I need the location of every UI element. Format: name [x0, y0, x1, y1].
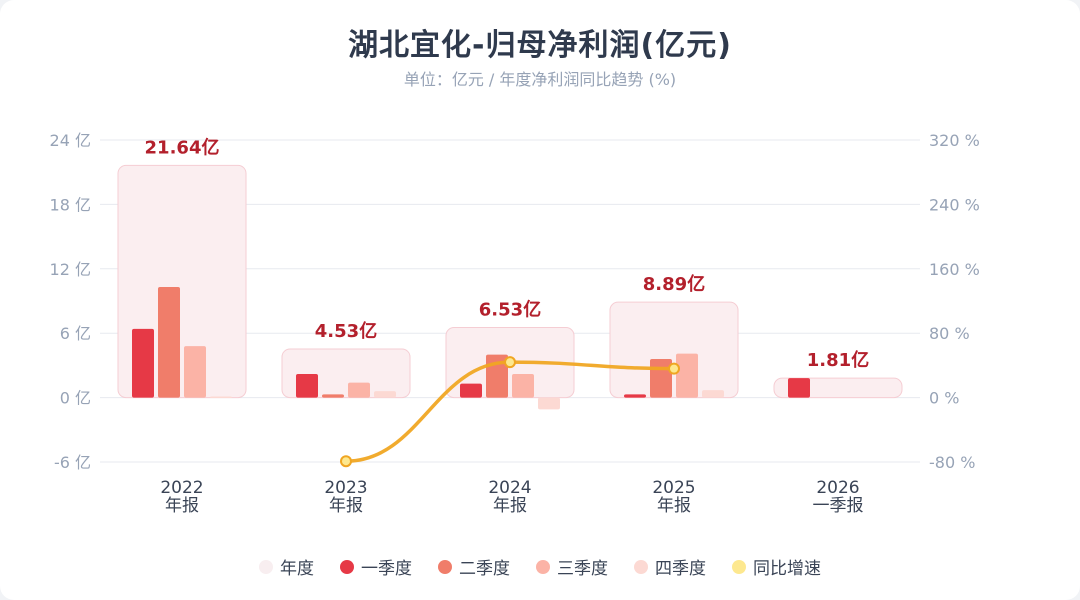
y-left-tick-label: 18 亿 [50, 195, 91, 214]
y-left-tick-label: 0 亿 [60, 389, 91, 408]
legend-label-q2: 二季度 [459, 559, 510, 579]
bar-q1 [460, 383, 482, 398]
legend-item-annual[interactable]: 年度 [259, 554, 314, 579]
x-tick-label: 2024 [488, 478, 531, 498]
x-tick-label: 2025 [652, 478, 695, 498]
x-tick-label: 2026 [816, 478, 859, 498]
legend-label-q1: 一季度 [361, 559, 412, 579]
legend-label-annual: 年度 [280, 559, 314, 579]
growth-line [344, 360, 676, 463]
y-left-tick-label: 6 亿 [60, 324, 91, 343]
chart-title: 湖北宜化-归母净利润(亿元) [348, 28, 732, 63]
legend-item-q4[interactable]: 四季度 [634, 554, 706, 579]
y-left-tick-label: -6 亿 [54, 453, 91, 472]
x-tick-sublabel: 年报 [657, 496, 691, 516]
chart-subtitle: 单位：亿元 / 年度净利润同比趋势 (%) [403, 70, 677, 89]
legend-label-q4: 四季度 [655, 559, 706, 579]
y-right-tick-label: 240 % [929, 195, 980, 214]
bar-q3 [184, 346, 206, 398]
legend-swatch-q1 [340, 559, 354, 574]
bar-q3 [512, 373, 534, 398]
annual-value-label: 8.89亿 [643, 273, 705, 295]
legend-swatch-q4 [634, 559, 648, 574]
x-tick-label: 2023 [324, 478, 367, 498]
y-right-tick-label: 320 % [929, 131, 980, 150]
bar-q4 [210, 396, 232, 399]
y-right-tick-label: 80 % [929, 324, 970, 343]
legend-item-growth[interactable]: 同比增速 [732, 554, 821, 579]
y-right-tick-label: -80 % [929, 453, 975, 472]
bar-q4 [702, 390, 724, 398]
bar-q4 [374, 391, 396, 398]
y-left-tick-label: 24 亿 [50, 131, 91, 150]
y-left-tick-label: 12 亿 [50, 260, 91, 279]
x-tick-sublabel: 年报 [165, 496, 199, 516]
legend-item-q1[interactable]: 一季度 [340, 554, 412, 579]
legend-item-q3[interactable]: 三季度 [536, 554, 608, 579]
annual-value-label: 6.53亿 [479, 299, 541, 321]
bar-q3 [676, 353, 698, 398]
annual-value-label: 21.64亿 [145, 136, 220, 158]
x-tick-sublabel: 一季报 [813, 496, 864, 516]
bar-q2 [322, 394, 344, 398]
legend-item-q2[interactable]: 二季度 [438, 554, 510, 579]
bar-q3 [348, 382, 370, 398]
legend-swatch-q3 [536, 559, 550, 574]
x-tick-label: 2022 [160, 478, 203, 498]
bar-q1 [296, 373, 318, 398]
x-tick-sublabel: 年报 [493, 496, 527, 516]
y-right-tick-label: 0 % [929, 389, 959, 408]
y-right-tick-label: 160 % [929, 260, 980, 279]
bar-q1 [624, 394, 646, 398]
legend-swatch-q2 [438, 559, 452, 574]
annual-value-label: 1.81亿 [807, 349, 869, 371]
annual-bar [609, 301, 739, 399]
bar-q4 [538, 397, 560, 410]
bar-q1 [132, 328, 154, 398]
growth-point [504, 356, 516, 369]
bar-q2 [650, 358, 672, 398]
bar-q1 [788, 378, 810, 398]
annual-value-label: 4.53亿 [315, 320, 377, 342]
bar-q2 [158, 287, 180, 398]
legend-label-growth: 同比增速 [753, 559, 821, 579]
legend-swatch-annual [259, 559, 273, 574]
growth-point [340, 455, 352, 468]
growth-point [668, 362, 680, 375]
legend-swatch-growth [732, 559, 746, 574]
x-tick-sublabel: 年报 [329, 496, 363, 516]
legend-label-q3: 三季度 [557, 559, 608, 579]
chart-legend: 年度 一季度 二季度 三季度 四季度 同比增速 [0, 554, 1080, 579]
